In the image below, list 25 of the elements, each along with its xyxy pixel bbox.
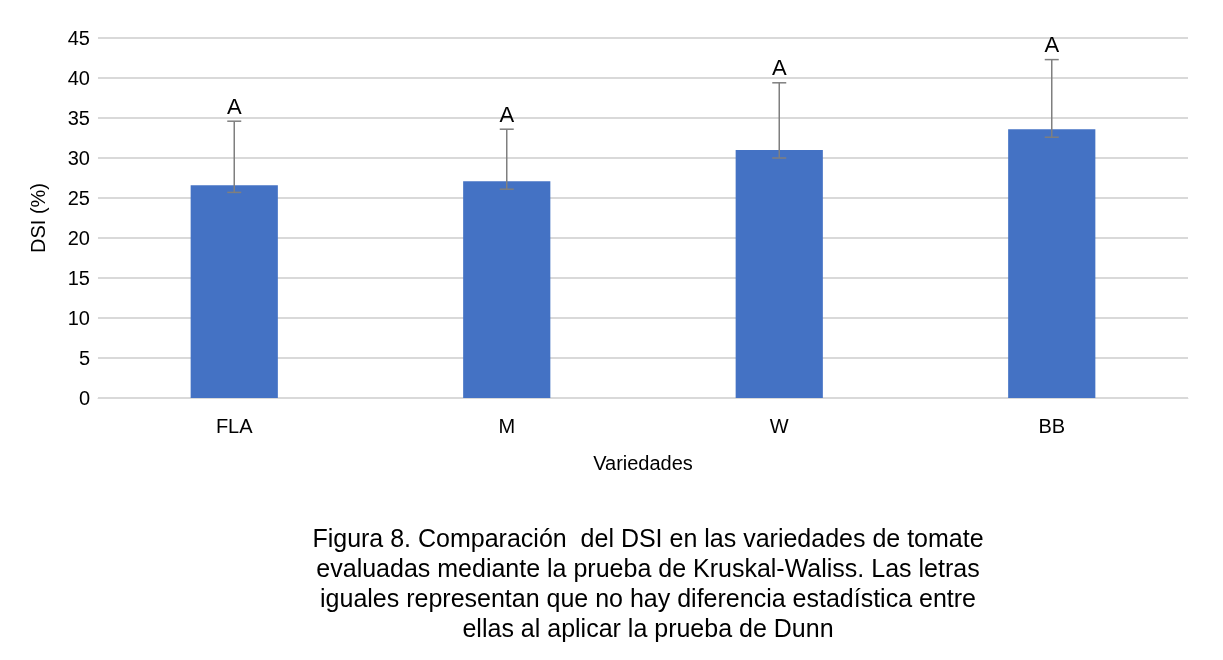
annotation: A — [1044, 32, 1060, 58]
y-tick-label: 30 — [67, 147, 90, 169]
y-tick-label: 0 — [78, 387, 90, 409]
bar — [463, 181, 551, 398]
annotation: A — [226, 93, 242, 119]
x-tick-label: FLA — [215, 415, 254, 437]
x-axis-title: Variedades — [593, 452, 693, 474]
y-tick-label: 45 — [67, 27, 90, 49]
y-axis-title: DSI (%) — [27, 183, 49, 253]
text: Figura 8. Comparación del DSI en las variedades de tomate evaluadas mediante la prueba de Kruskal-Waliss. Las letras iguales representan que no hay diferencia estadística entre ellas al aplicar la prueba de Dunn — [312, 524, 984, 642]
bar — [1008, 129, 1096, 398]
y-tick-label: 35 — [67, 107, 90, 129]
y-tick-label: 5 — [78, 347, 90, 369]
y-tick-label: 15 — [67, 267, 90, 289]
annotation: A — [771, 55, 787, 81]
x-tick-label: BB — [1038, 415, 1066, 437]
bar — [190, 185, 278, 398]
y-tick-label: 40 — [67, 67, 90, 89]
x-tick-label: W — [769, 415, 789, 437]
bar — [735, 150, 823, 398]
y-tick-label: 25 — [67, 187, 90, 209]
x-tick-label: M — [498, 415, 516, 437]
y-tick-label: 10 — [67, 307, 90, 329]
annotation: A — [499, 101, 515, 127]
y-tick-label: 20 — [67, 227, 90, 249]
